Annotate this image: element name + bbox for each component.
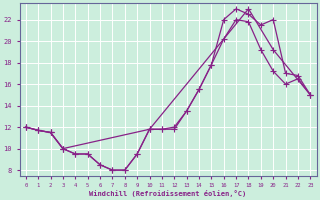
X-axis label: Windchill (Refroidissement éolien,°C): Windchill (Refroidissement éolien,°C): [90, 190, 247, 197]
